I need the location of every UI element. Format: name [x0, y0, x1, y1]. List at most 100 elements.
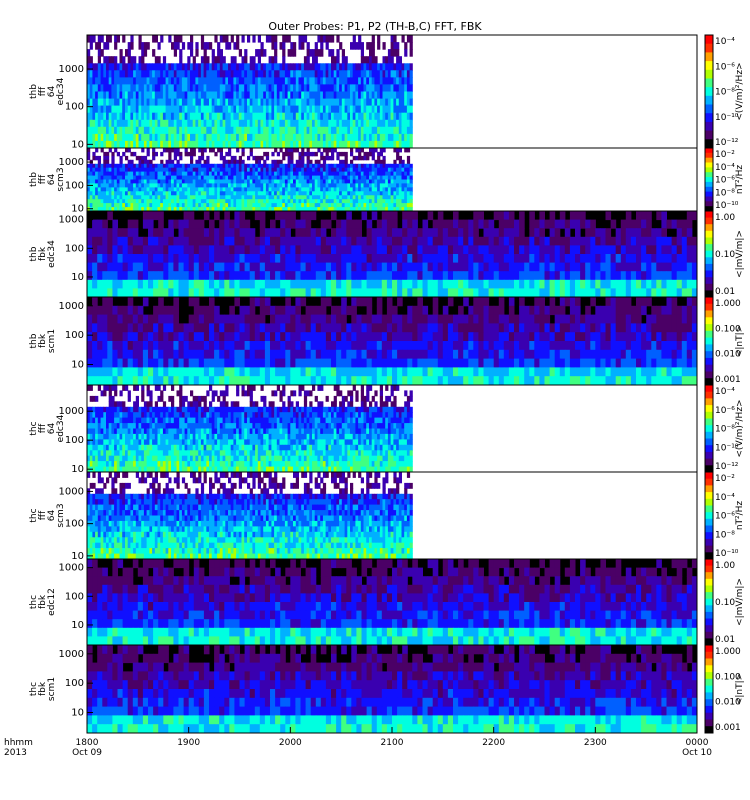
panel-ylabel-line: thb	[29, 333, 39, 348]
colorbar-tick-label: 10⁻¹⁰	[715, 113, 739, 123]
panel-ylabel-line: thb	[29, 172, 39, 187]
colorbar-unit-label: <|mV/m|>	[735, 230, 745, 278]
colorbar: 1.000 0.100 0.010 0.001 <|nT|>	[704, 296, 745, 386]
colorbar-tick-label: 0.01	[715, 635, 735, 645]
panel-ylabel-line: fbk	[38, 333, 48, 348]
xtick-label: 1800	[76, 738, 99, 748]
panel-ylabel-line: fff	[38, 86, 48, 96]
colorbar-tick-label: 10⁻⁶	[715, 512, 735, 522]
panel-8: 10 100 1000 thc fbk scm1 1.000 0.100 0.010 0.001 <…	[29, 644, 745, 734]
panel-ylabel-line: fff	[38, 510, 48, 520]
ytick-label: 10	[71, 204, 84, 215]
panel-ylabel-line: edc12	[47, 588, 57, 616]
panel-3: 10 100 1000 thb fbk edc34 1.00 0.10 0.01<|mV/m|>	[29, 210, 745, 298]
ytick-label: 1000	[59, 563, 84, 574]
colorbar-unit-label: <(V/m)²/Hz>	[735, 399, 745, 457]
panel-ylabel-line: thc	[29, 508, 39, 522]
plot-title: Outer Probes: P1, P2 (TH-B,C) FFT, FBK	[268, 20, 482, 33]
ytick-label: 10	[71, 551, 84, 562]
spectrogram-cells	[87, 472, 413, 560]
colorbar-tick-label: 10⁻¹²	[715, 138, 739, 148]
colorbar-tick-label: 10⁻¹²	[715, 462, 739, 472]
panel-ylabel-line: 64	[47, 510, 57, 522]
colorbar-tick-label: 0.001	[715, 375, 741, 385]
panel-4: 10 100 1000 thb fbk scm1 1.000 0.100 0.010 0.001 <…	[29, 296, 745, 386]
colorbar-tick-label: 10⁻⁴	[715, 163, 735, 173]
colorbar-tick-label: 0.010	[715, 698, 741, 708]
colorbar-unit-label: <|nT|>	[735, 673, 745, 705]
panel-ylabel-line: scm1	[47, 677, 57, 701]
panel-ylabel-line: edc34	[56, 414, 66, 442]
xaxis-start-date: Oct 09	[72, 748, 102, 758]
ytick-label: 100	[65, 243, 84, 254]
panel-ylabel-line: 64	[47, 174, 57, 186]
panel-ylabel-line: scm3	[56, 167, 66, 191]
panel-ylabel-line: fbk	[38, 681, 48, 696]
panel-ylabel-line: thb	[29, 246, 39, 261]
colorbar-tick-label: 0.010	[715, 350, 741, 360]
colorbar-tick-label: 1.00	[715, 213, 735, 223]
ytick-label: 100	[65, 435, 84, 446]
colorbar-tick-label: 10⁻⁴	[715, 493, 735, 503]
colorbar-tick-label: 1.000	[715, 299, 741, 309]
spectrogram-cells	[87, 385, 413, 473]
colorbar-unit-label: <|nT|>	[735, 325, 745, 357]
colorbar-tick-label: 10⁻⁸	[715, 188, 735, 198]
panel-ylabel-line: scm3	[56, 503, 66, 527]
panel-ylabel-line: edc34	[56, 77, 66, 105]
colorbar-tick-label: 0.100	[715, 672, 741, 682]
xtick-label: 2000	[279, 738, 302, 748]
colorbar-tick-label: 10⁻¹⁰	[715, 443, 739, 453]
panel-ylabel-line: thb	[29, 84, 39, 99]
xaxis-row2-header: 2013	[4, 748, 27, 758]
colorbar-tick-label: 10⁻⁸	[715, 530, 735, 540]
spectrogram-cells	[87, 297, 698, 386]
colorbar: 10⁻⁴ 10⁻⁶ 10⁻⁸ 10⁻¹⁰ 10⁻¹² <(V/m)²/Hz>	[704, 34, 745, 149]
colorbar: 10⁻² 10⁻⁴ 10⁻⁶ 10⁻⁸ 10⁻¹⁰ nT²/Hz	[704, 471, 745, 560]
ytick-label: 100	[65, 180, 84, 191]
ytick-label: 10	[71, 359, 84, 370]
spectrogram-cells	[87, 559, 698, 646]
colorbar-tick-label: 10⁻²	[715, 150, 735, 160]
panel-7: 10 100 1000 thc fbk edc12 1.00 0.10 0.01<|mV/m|>	[29, 558, 745, 646]
colorbar-tick-label: 0.01	[715, 287, 735, 297]
xtick-label: 1900	[177, 738, 200, 748]
panel-ylabel-line: fff	[38, 174, 48, 184]
ytick-label: 1000	[59, 406, 84, 417]
spectrogram-cells	[87, 645, 698, 734]
colorbar-unit-label: nT²/Hz	[735, 165, 745, 195]
ytick-label: 10	[71, 464, 84, 475]
panel-ylabel-line: fff	[38, 423, 48, 433]
colorbar: 10⁻² 10⁻⁴ 10⁻⁶ 10⁻⁸ 10⁻¹⁰ nT²/Hz	[704, 147, 745, 212]
ytick-label: 1000	[59, 157, 84, 168]
colorbar-tick-label: 0.10	[715, 250, 735, 260]
colorbar-tick-label: 10⁻⁴	[715, 37, 735, 47]
panel-ylabel-line: fbk	[38, 246, 48, 261]
xtick-label: 0000	[686, 738, 709, 748]
colorbar-tick-label: 10⁻⁸	[715, 88, 735, 98]
xtick-label: 2300	[584, 738, 607, 748]
ytick-label: 10	[71, 620, 84, 631]
ytick-label: 10	[71, 139, 84, 150]
panel-ylabel-line: 64	[47, 423, 57, 435]
spectrogram-cells	[87, 211, 698, 298]
colorbar-unit-label: <|mV/m|>	[735, 578, 745, 626]
colorbar: 1.000 0.100 0.010 0.001 <|nT|>	[704, 644, 745, 734]
ytick-label: 1000	[59, 301, 84, 312]
xaxis-row1-header: hhmm	[4, 738, 33, 748]
ytick-label: 1000	[59, 486, 84, 497]
colorbar: 1.00 0.10 0.01<|mV/m|>	[704, 210, 745, 298]
panel-ylabel-line: thc	[29, 682, 39, 696]
colorbar: 1.00 0.10 0.01<|mV/m|>	[704, 558, 745, 646]
colorbar: 10⁻⁴ 10⁻⁶ 10⁻⁸ 10⁻¹⁰ 10⁻¹² <(V/m)²/Hz>	[704, 384, 745, 473]
colorbar-tick-label: 10⁻⁴	[715, 387, 735, 397]
ytick-label: 100	[65, 330, 84, 341]
colorbar-tick-label: 10⁻²	[715, 474, 735, 484]
colorbar-tick-label: 10⁻⁶	[715, 176, 735, 186]
colorbar-tick-label: 0.001	[715, 723, 741, 733]
colorbar-tick-label: 0.100	[715, 324, 741, 334]
